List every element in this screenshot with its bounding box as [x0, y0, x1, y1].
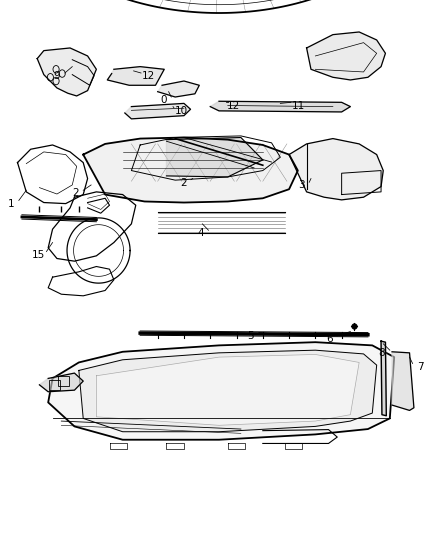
Text: 1: 1 [7, 199, 14, 208]
Polygon shape [83, 138, 298, 203]
Text: 15: 15 [32, 250, 45, 260]
Text: 9: 9 [53, 71, 60, 81]
Polygon shape [289, 139, 383, 200]
Bar [49, 380, 60, 390]
Polygon shape [96, 354, 359, 425]
Polygon shape [125, 103, 191, 119]
Text: 0: 0 [160, 95, 166, 105]
Text: 11: 11 [292, 101, 305, 110]
Bar [58, 376, 69, 386]
Polygon shape [37, 48, 96, 96]
Polygon shape [158, 81, 199, 97]
Text: 2: 2 [180, 178, 187, 188]
Text: 8: 8 [378, 349, 385, 358]
Text: 7: 7 [417, 362, 424, 372]
Text: 5: 5 [247, 331, 254, 341]
Polygon shape [392, 352, 414, 410]
Text: 12: 12 [227, 101, 240, 110]
Text: 4: 4 [197, 229, 204, 238]
Polygon shape [107, 67, 164, 85]
Polygon shape [48, 342, 394, 440]
Text: 3: 3 [298, 181, 305, 190]
Polygon shape [381, 341, 386, 416]
Polygon shape [210, 101, 350, 112]
Polygon shape [307, 32, 385, 80]
Polygon shape [166, 138, 263, 177]
Text: 2: 2 [72, 189, 79, 198]
Text: 6: 6 [326, 334, 333, 344]
Polygon shape [79, 350, 377, 432]
Polygon shape [39, 373, 83, 392]
Text: 12: 12 [142, 71, 155, 81]
Text: 10: 10 [175, 106, 188, 116]
